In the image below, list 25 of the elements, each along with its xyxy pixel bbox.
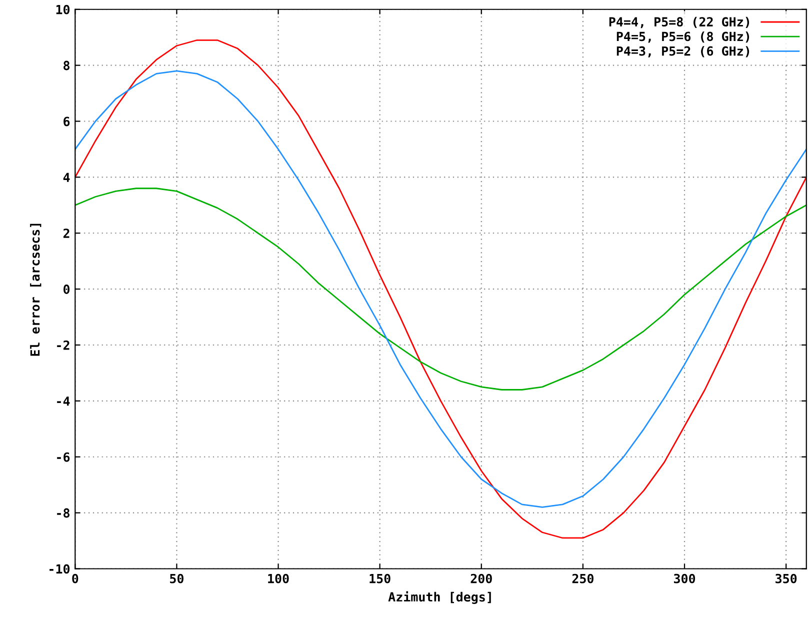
y-tick-label: 8	[64, 60, 70, 70]
line-series	[75, 188, 806, 390]
legend-label: P4=5, P5=6 (8 GHz)	[616, 31, 750, 43]
x-tick-label: 100	[268, 574, 289, 584]
y-tick-label: 10	[56, 4, 70, 14]
y-tick-label: 4	[63, 172, 70, 182]
y-tick-label: -6	[57, 452, 70, 462]
y-tick-label: -2	[57, 340, 70, 350]
y-tick-label: -10	[50, 564, 70, 574]
x-tick-label: 250	[572, 574, 594, 584]
x-axis-title: Azimuth [degs]	[388, 591, 491, 604]
legend-label: P4=3, P5=2 (6 GHz)	[616, 46, 750, 58]
y-axis-title: El error [arcsecs]	[30, 224, 42, 356]
y-tick-label: 0	[64, 284, 70, 294]
y-tick-label: 2	[63, 228, 70, 238]
x-tick-label: 150	[370, 574, 390, 584]
x-tick-label: 350	[776, 574, 797, 584]
legend-label: P4=4, P5=8 (22 GHz)	[609, 16, 750, 28]
x-tick-label: 0	[72, 574, 78, 584]
x-tick-label: 50	[170, 574, 184, 584]
x-tick-label: 300	[674, 574, 696, 584]
y-tick-label: -8	[57, 508, 70, 518]
y-tick-label: 6	[64, 116, 70, 126]
x-tick-label: 200	[470, 574, 492, 584]
y-tick-label: -4	[57, 396, 70, 406]
